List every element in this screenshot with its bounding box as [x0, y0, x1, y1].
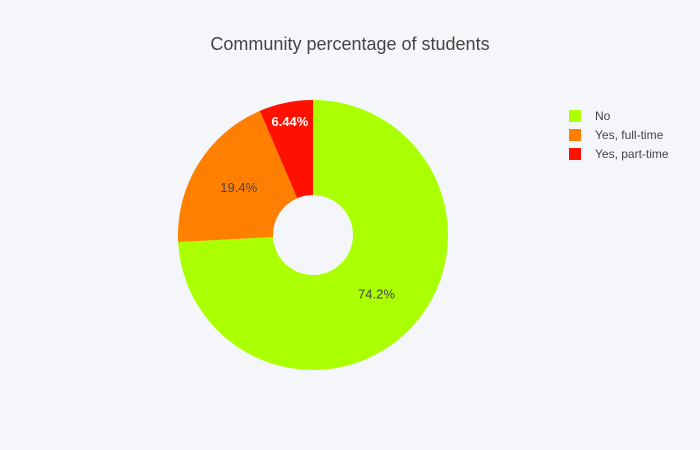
legend-item-yes-part-time[interactable]: Yes, part-time: [569, 144, 669, 163]
slice-label-yes-part-time: 6.44%: [271, 114, 308, 129]
legend-swatch-yes-full-time: [569, 128, 581, 141]
legend-item-no[interactable]: No: [569, 106, 669, 125]
slice-labels: 74.2% 19.4% 6.44%: [220, 114, 395, 302]
slice-yes-part-time[interactable]: [259, 100, 313, 199]
legend-label-yes-full-time: Yes, full-time: [595, 127, 664, 142]
slice-label-yes-full-time: 19.4%: [220, 180, 257, 195]
legend-swatch-yes-part-time: [569, 147, 581, 160]
legend-item-yes-full-time[interactable]: Yes, full-time: [569, 125, 669, 144]
slice-yes-full-time[interactable]: [178, 110, 298, 243]
legend-label-no: No: [595, 108, 611, 123]
donut-slices: [178, 100, 449, 371]
legend-label-yes-part-time: Yes, part-time: [595, 146, 669, 161]
legend: No Yes, full-time Yes, part-time: [569, 106, 669, 163]
legend-swatch-no: [569, 109, 581, 122]
chart-title: Community percentage of students: [210, 34, 490, 54]
slice-no[interactable]: [178, 100, 449, 371]
slice-label-no: 74.2%: [358, 287, 395, 302]
